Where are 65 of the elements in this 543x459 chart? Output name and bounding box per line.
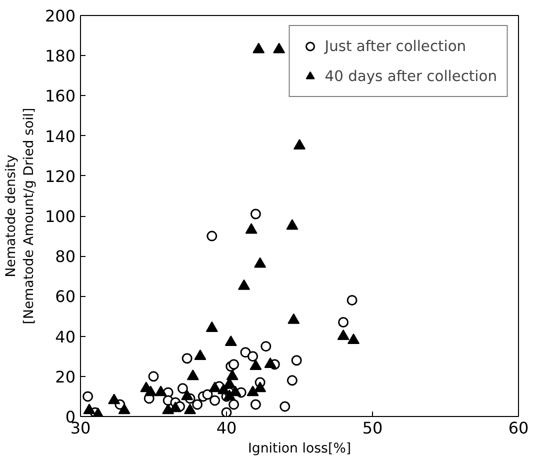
x-tick-label: 50 bbox=[362, 418, 383, 438]
point bbox=[286, 375, 298, 386]
point bbox=[186, 370, 199, 380]
point bbox=[238, 279, 250, 290]
y-tick-label: 100 bbox=[44, 207, 76, 226]
y-tick-label: 20 bbox=[55, 367, 76, 386]
point bbox=[192, 399, 203, 410]
point bbox=[83, 404, 96, 414]
point bbox=[194, 350, 206, 360]
point bbox=[118, 404, 130, 414]
point bbox=[246, 386, 259, 396]
point bbox=[338, 317, 349, 328]
point bbox=[228, 399, 240, 410]
point bbox=[240, 347, 251, 358]
point bbox=[182, 353, 192, 364]
point bbox=[202, 389, 213, 400]
point bbox=[245, 223, 258, 234]
point bbox=[184, 404, 196, 414]
point bbox=[250, 208, 261, 220]
point bbox=[264, 358, 276, 368]
x-tick-label: 40 bbox=[216, 418, 237, 438]
point bbox=[144, 386, 157, 396]
point bbox=[224, 335, 237, 346]
y-axis-title: Nematode density [Nematode Amount/g Dried soil] bbox=[4, 108, 37, 324]
legend-label: Just after collection bbox=[324, 38, 466, 54]
point bbox=[181, 390, 194, 400]
point bbox=[260, 341, 272, 352]
point bbox=[254, 257, 266, 268]
point bbox=[206, 321, 218, 332]
point bbox=[210, 395, 220, 406]
point bbox=[273, 42, 286, 54]
y-tick-label: 80 bbox=[55, 247, 76, 266]
point bbox=[154, 386, 167, 396]
y-tick-label: 180 bbox=[44, 46, 76, 66]
point bbox=[288, 313, 300, 324]
point bbox=[148, 371, 159, 382]
point bbox=[208, 382, 221, 392]
point bbox=[291, 355, 302, 366]
point bbox=[346, 294, 358, 306]
point bbox=[286, 219, 298, 230]
y-tick-label: 200 bbox=[44, 6, 76, 26]
y-tick-label: 40 bbox=[55, 327, 76, 346]
point bbox=[226, 370, 238, 380]
y-tick-label: 120 bbox=[44, 166, 76, 186]
legend-label: 40 days after collection bbox=[324, 68, 497, 84]
y-tick-label: 60 bbox=[55, 287, 76, 306]
x-tick-label: 60 bbox=[508, 418, 529, 438]
point bbox=[82, 391, 94, 402]
y-tick-label: 160 bbox=[44, 86, 76, 106]
point bbox=[280, 401, 290, 412]
point bbox=[248, 351, 258, 362]
point bbox=[221, 407, 232, 416]
point bbox=[108, 394, 120, 404]
point bbox=[250, 399, 261, 410]
point bbox=[228, 359, 240, 370]
point bbox=[294, 138, 306, 150]
point bbox=[250, 360, 262, 370]
point bbox=[177, 383, 188, 394]
point bbox=[254, 382, 266, 392]
x-axis-title: Ignition loss[%] bbox=[248, 442, 352, 456]
y-tick-label: 140 bbox=[44, 126, 76, 146]
point bbox=[206, 230, 218, 242]
point bbox=[337, 329, 350, 340]
point bbox=[252, 42, 265, 54]
point bbox=[348, 333, 360, 344]
